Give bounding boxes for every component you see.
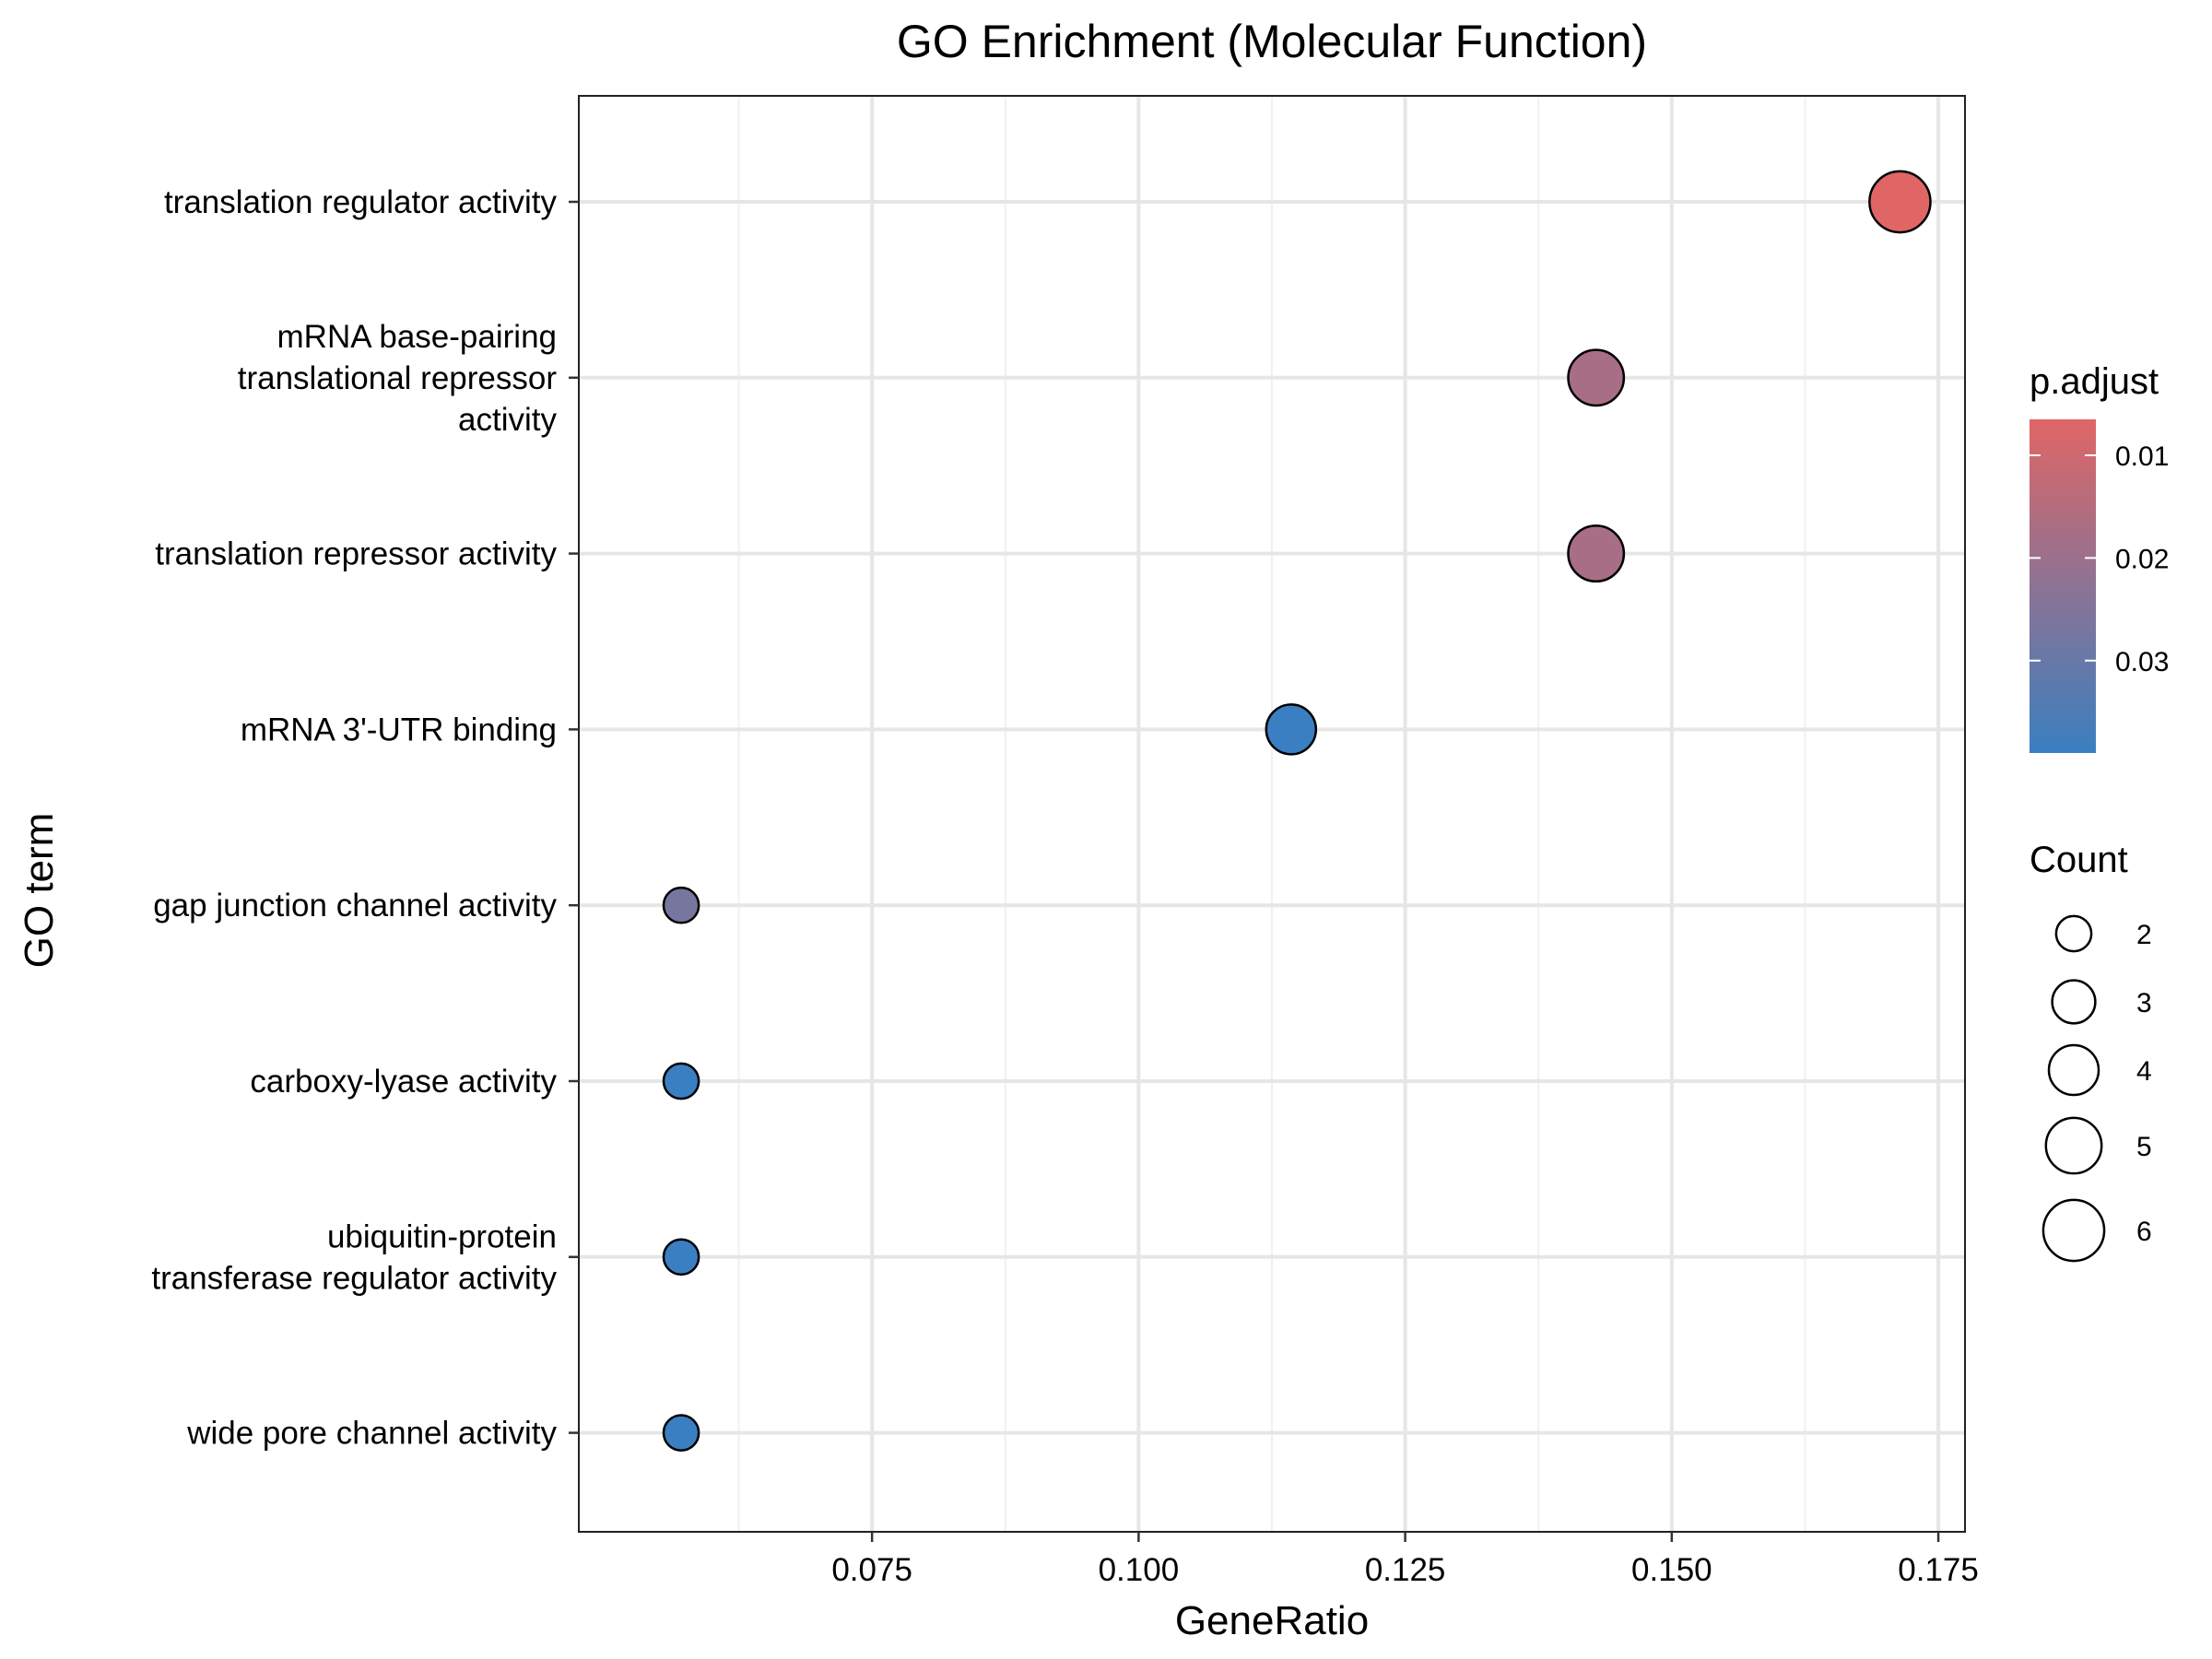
p-adjust-colorbar [2030, 419, 2096, 753]
y-tick-label: carboxy-lyase activity [250, 1064, 557, 1100]
count-legend-circle [2047, 1043, 2100, 1097]
x-tick-label: 0.150 [1631, 1552, 1712, 1588]
y-axis: translation regulator activity mRNA base-… [151, 184, 579, 1452]
dot-point [1265, 703, 1318, 756]
dot-point [1868, 170, 1932, 234]
y-tick-label: mRNA base-pairing translational repressor… [238, 319, 558, 438]
x-tick-label: 0.125 [1365, 1552, 1446, 1588]
chart-title: GO Enrichment (Molecular Function) [897, 16, 1647, 67]
y-tick-label: gap junction channel activity [153, 888, 557, 924]
x-tick-label: 0.175 [1898, 1552, 1979, 1588]
count-legend-label: 5 [2136, 1132, 2152, 1162]
x-tick-label: 0.075 [831, 1552, 912, 1588]
y-tick-label: translation repressor activity [155, 536, 557, 572]
count-legend-label: 4 [2136, 1056, 2152, 1087]
count-legend-label: 2 [2136, 920, 2152, 950]
colorbar-tick-label: 0.02 [2115, 544, 2169, 574]
count-legend-label: 3 [2136, 988, 2152, 1018]
x-tick-label: 0.100 [1099, 1552, 1180, 1588]
y-axis-title: GO term [17, 813, 62, 969]
count-legend-circle [2044, 1116, 2103, 1175]
y-tick-label: translation regulator activity [164, 184, 558, 220]
x-axis: 0.075 0.100 0.125 0.150 0.175 [831, 1532, 1979, 1588]
dot-point [662, 1414, 700, 1452]
plot-panel-border [578, 95, 1966, 1533]
p-adjust-legend: p.adjust 0.01 0.02 0.03 [2030, 361, 2169, 753]
p-adjust-legend-title: p.adjust [2030, 361, 2159, 402]
count-legend-circle [2054, 914, 2093, 953]
count-legend-circle [2051, 979, 2097, 1025]
dot-point [1567, 348, 1626, 407]
grid-lines [579, 96, 1965, 1532]
count-legend-title: Count [2030, 840, 2128, 880]
colorbar-tick-label: 0.03 [2115, 647, 2169, 677]
dot-point [662, 1062, 700, 1100]
y-tick-label: wide pore channel activity [186, 1416, 557, 1452]
data-points [662, 170, 1932, 1452]
count-legend: Count 2 3 4 5 6 [2030, 840, 2152, 1263]
y-tick-label: ubiquitin-protein transferase regulator a… [151, 1218, 557, 1296]
dot-point [1567, 524, 1626, 583]
y-tick-label: mRNA 3'-UTR binding [241, 712, 557, 747]
count-legend-circle [2041, 1198, 2106, 1263]
x-axis-title: GeneRatio [1175, 1598, 1369, 1643]
count-legend-label: 6 [2136, 1217, 2152, 1247]
dot-point [662, 1238, 700, 1277]
colorbar-tick-label: 0.01 [2115, 441, 2169, 472]
dot-point [662, 886, 700, 924]
